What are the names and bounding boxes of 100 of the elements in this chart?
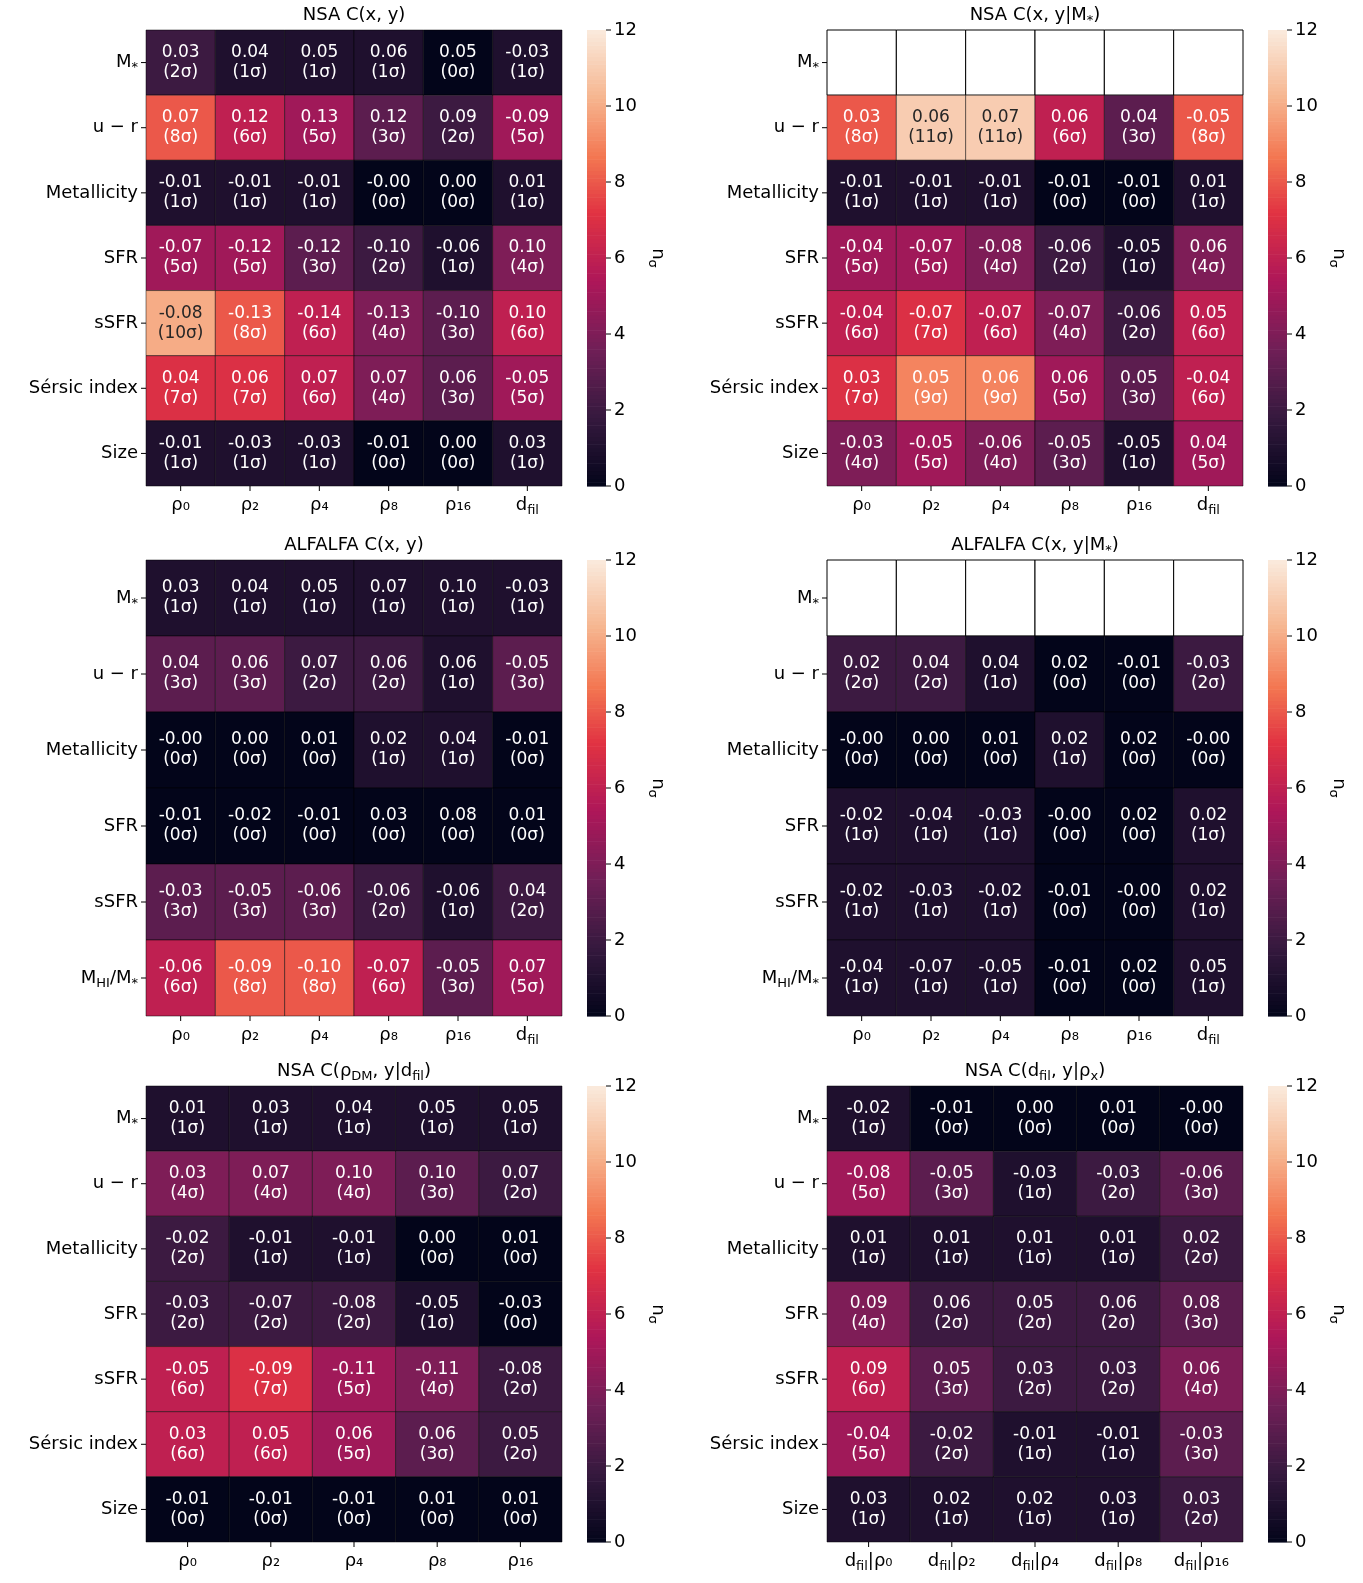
data-label: 0.07 (4σ) xyxy=(369,366,408,407)
y-tick-label: M* xyxy=(796,50,820,75)
data-label: 0.03 (2σ) xyxy=(1099,1357,1138,1398)
color-bar-title: nσ xyxy=(1327,248,1352,268)
color-bar-label: 10 xyxy=(614,1149,637,1171)
data-label: 0.01 (1σ) xyxy=(849,1227,888,1268)
data-label: 0.01 (0σ) xyxy=(300,728,339,769)
data-label: -0.08 (10σ) xyxy=(157,301,204,342)
color-bar-label: 10 xyxy=(1295,93,1318,115)
data-label: -0.05 (6σ) xyxy=(165,1357,210,1398)
data-label: 0.03 (4σ) xyxy=(168,1162,207,1203)
data-label: 0.12 (3σ) xyxy=(369,106,408,147)
color-bar-title: nσ xyxy=(1327,1304,1352,1324)
color-bar-label: 4 xyxy=(614,321,626,343)
color-bar-label: 8 xyxy=(614,699,626,721)
data-label: -0.13 (8σ) xyxy=(228,301,273,342)
data-label: -0.13 (4σ) xyxy=(366,301,411,342)
y-tick-label: Sérsic index xyxy=(28,1431,139,1453)
color-bar-label: 0 xyxy=(1295,1529,1307,1551)
data-label: -0.02 (2σ) xyxy=(929,1422,974,1463)
x-tick-label: ρ₀ xyxy=(178,1548,197,1570)
x-tick-label: ρ₈ xyxy=(379,1022,398,1044)
data-label: -0.11 (5σ) xyxy=(332,1357,377,1398)
data-label: 0.05 (2σ) xyxy=(1016,1292,1054,1333)
x-tick-label: ρ₁₆ xyxy=(445,1022,471,1044)
color-bar-label: 4 xyxy=(1295,851,1307,873)
data-label: 0.01 (0σ) xyxy=(501,1227,540,1268)
color-bar-label: 6 xyxy=(1295,245,1307,267)
data-label: -0.01 (1σ) xyxy=(297,171,342,212)
y-tick-label: sSFR xyxy=(94,310,139,332)
data-label: 0.01 (1σ) xyxy=(1099,1227,1138,1268)
data-label: 0.00 (0σ) xyxy=(912,728,950,769)
color-bar-label: 10 xyxy=(1295,1149,1318,1171)
y-tick-label: M* xyxy=(115,1106,139,1131)
y-tick-label: sSFR xyxy=(94,1366,139,1388)
data-label: -0.07 (6σ) xyxy=(366,956,411,997)
data-label: -0.02 (1σ) xyxy=(839,880,884,921)
data-label: -0.05 (1σ) xyxy=(1117,431,1162,472)
y-tick-label: u − r xyxy=(92,1171,139,1193)
data-label: 0.02 (0σ) xyxy=(1120,728,1158,769)
x-tick-label: ρ₀ xyxy=(852,1022,871,1044)
color-bar-label: 2 xyxy=(614,397,626,419)
y-tick-label: M* xyxy=(796,585,820,610)
data-label: -0.03 (1σ) xyxy=(297,431,342,472)
data-label: -0.01 (0σ) xyxy=(332,1487,377,1528)
chart-title: ALFALFA C(x, y) xyxy=(284,532,424,554)
y-tick-label: sSFR xyxy=(775,889,820,911)
data-label: -0.01 (0σ) xyxy=(165,1487,210,1528)
x-tick-label: ρ₂ xyxy=(240,1022,260,1044)
color-bar-label: 0 xyxy=(1295,473,1307,495)
x-tick-label: ρ₄ xyxy=(344,1548,364,1570)
y-tick-label: SFR xyxy=(784,245,820,267)
data-label: 0.06 (1σ) xyxy=(439,652,477,693)
data-label: 0.07 (4σ) xyxy=(251,1162,290,1203)
data-label: 0.00 (0σ) xyxy=(1016,1096,1054,1137)
data-label: 0.06 (5σ) xyxy=(1050,366,1089,407)
data-label: 0.06 (11σ) xyxy=(908,106,954,147)
data-label: 0.01 (1σ) xyxy=(932,1227,971,1268)
data-label: 0.01 (0σ) xyxy=(508,804,547,845)
data-label: 0.06 (2σ) xyxy=(932,1292,971,1333)
data-label: 0.00 (0σ) xyxy=(418,1227,457,1268)
data-label: -0.08 (4σ) xyxy=(978,236,1023,277)
data-label: -0.00 (0σ) xyxy=(1117,880,1162,921)
data-label: 0.07 (6σ) xyxy=(300,366,339,407)
color-bar-title: nσ xyxy=(1327,778,1352,798)
data-label: -0.03 (3σ) xyxy=(1179,1422,1224,1463)
data-label: 0.09 (2σ) xyxy=(439,106,477,147)
data-label: 0.09 (4σ) xyxy=(849,1292,888,1333)
color-bar-label: 4 xyxy=(1295,1377,1307,1399)
data-label: 0.03 (6σ) xyxy=(168,1422,207,1463)
data-label: 0.05 (0σ) xyxy=(439,40,477,81)
y-tick-label: Metallicity xyxy=(726,180,820,202)
data-label: -0.05 (1σ) xyxy=(1117,236,1162,277)
data-label: -0.03 (1σ) xyxy=(978,804,1023,845)
chart-title: ALFALFA C(x, y|M*) xyxy=(951,532,1119,557)
data-label: -0.03 (3σ) xyxy=(158,880,203,921)
data-label: 0.05 (2σ) xyxy=(501,1422,540,1463)
data-label: 0.03 (1σ) xyxy=(161,576,200,617)
data-label: -0.03 (0σ) xyxy=(498,1292,543,1333)
data-label: -0.02 (1σ) xyxy=(839,804,884,845)
data-label: 0.05 (1σ) xyxy=(501,1096,540,1137)
data-label: -0.02 (1σ) xyxy=(846,1096,891,1137)
y-tick-label: Metallicity xyxy=(726,1236,820,1258)
data-label: 0.01 (0σ) xyxy=(501,1487,540,1528)
color-bar-title: nσ xyxy=(646,1304,671,1324)
data-label: 0.05 (1σ) xyxy=(1189,956,1228,997)
data-label: 0.04 (3σ) xyxy=(161,652,200,693)
data-label: -0.01 (0σ) xyxy=(505,728,550,769)
color-bar-label: 12 xyxy=(614,17,637,39)
data-label: -0.04 (5σ) xyxy=(839,236,884,277)
data-label: -0.06 (2σ) xyxy=(366,880,411,921)
data-label: 0.02 (0σ) xyxy=(1120,804,1158,845)
color-bar-label: 10 xyxy=(614,93,637,115)
x-tick-label: ρ₁₆ xyxy=(1126,1022,1152,1044)
data-label: 0.03 (2σ) xyxy=(1182,1487,1221,1528)
data-label: -0.02 (1σ) xyxy=(978,880,1023,921)
data-label: 0.09 (6σ) xyxy=(849,1357,888,1398)
x-tick-label: ρ₄ xyxy=(991,1022,1010,1044)
data-label: 0.01 (1σ) xyxy=(1016,1227,1054,1268)
color-bar-label: 6 xyxy=(614,245,626,267)
